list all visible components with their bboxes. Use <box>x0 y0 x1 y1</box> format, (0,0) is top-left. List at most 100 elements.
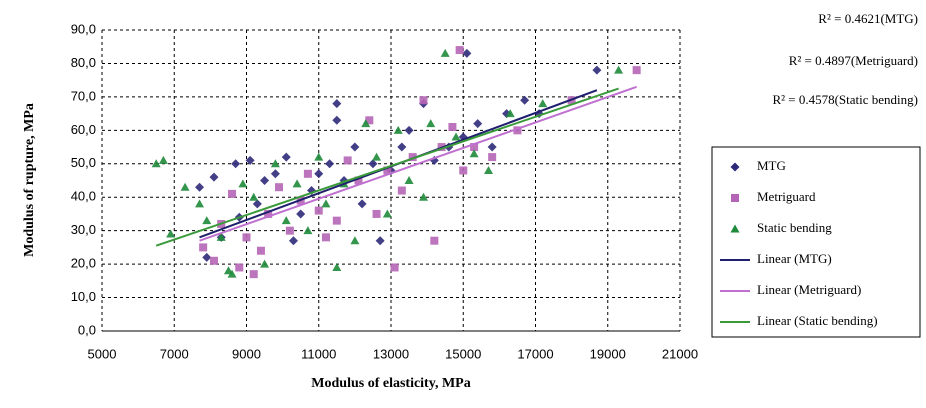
trend-line <box>199 85 637 242</box>
point <box>281 152 291 162</box>
legend-box <box>711 146 921 338</box>
point <box>292 179 302 188</box>
point <box>252 199 262 209</box>
point <box>288 236 298 246</box>
x-tick-label: 21000 <box>662 346 698 361</box>
point <box>393 125 403 134</box>
trend-line <box>155 87 619 247</box>
point <box>314 152 324 161</box>
point <box>325 159 335 169</box>
point <box>275 183 284 192</box>
point <box>350 236 360 245</box>
y-tick-label: 90,0 <box>71 21 96 36</box>
point <box>368 159 378 169</box>
point <box>372 209 381 218</box>
point <box>166 229 176 238</box>
point <box>354 176 363 185</box>
y-tick-label: 60,0 <box>71 122 96 137</box>
point <box>332 216 341 225</box>
point <box>202 252 212 262</box>
point <box>332 262 342 271</box>
point <box>264 209 273 218</box>
x-axis-title: Modulus of elasticity, MPa <box>311 376 470 391</box>
point <box>365 116 374 125</box>
point <box>469 149 479 158</box>
legend-swatch <box>730 162 740 172</box>
point <box>430 236 439 245</box>
point <box>321 233 330 242</box>
point <box>459 166 468 175</box>
point <box>209 256 218 265</box>
point <box>242 233 251 242</box>
y-tick-label: 80,0 <box>71 55 96 70</box>
point <box>419 96 428 105</box>
legend-swatch <box>731 194 739 202</box>
point <box>228 189 237 198</box>
point <box>484 165 494 174</box>
x-tick-label: 7000 <box>160 346 189 361</box>
point <box>404 176 414 184</box>
y-tick-label: 70,0 <box>71 88 96 103</box>
point <box>513 126 522 135</box>
point <box>256 246 265 255</box>
point <box>249 270 258 279</box>
point <box>209 172 219 182</box>
point <box>158 155 168 164</box>
annotation: R² = 0.4578(Static bending) <box>772 92 918 107</box>
point <box>505 109 515 118</box>
point <box>321 199 331 208</box>
point <box>235 263 244 272</box>
point <box>382 209 392 218</box>
legend-label: Metriguard <box>757 189 816 204</box>
annotation: R² = 0.4897(Metriguard) <box>789 53 918 68</box>
y-tick-label: 0,0 <box>78 322 96 337</box>
legend-label: Static bending <box>757 220 832 235</box>
point <box>451 132 461 141</box>
point <box>260 176 270 185</box>
y-tick-label: 20,0 <box>71 256 96 271</box>
point <box>296 209 306 219</box>
point <box>180 182 190 191</box>
point <box>343 156 352 165</box>
point <box>397 186 406 195</box>
point <box>202 216 212 225</box>
annotation: R² = 0.4621(MTG) <box>818 11 918 26</box>
point <box>520 95 530 105</box>
point <box>383 166 392 175</box>
point <box>462 48 472 58</box>
point <box>249 192 259 201</box>
point <box>632 66 641 75</box>
point <box>404 125 414 135</box>
legend-swatch <box>730 224 740 233</box>
point <box>350 142 360 152</box>
point <box>455 46 464 55</box>
x-tick-label: 19000 <box>590 346 626 361</box>
point <box>199 243 208 252</box>
point <box>231 159 241 169</box>
point <box>195 182 205 192</box>
point <box>470 143 479 152</box>
y-tick-label: 50,0 <box>71 155 96 170</box>
y-axis-title: Modulus of rupture, MPa <box>22 103 37 257</box>
x-tick-label: 9000 <box>232 346 261 361</box>
point <box>372 152 382 161</box>
legend-label: Linear (Static bending) <box>757 313 878 328</box>
point <box>419 192 429 201</box>
point <box>238 179 248 188</box>
legend-label: Linear (Metriguard) <box>757 282 861 297</box>
point <box>440 48 450 57</box>
point <box>538 99 548 108</box>
point <box>488 153 497 162</box>
point <box>448 122 457 131</box>
point <box>332 99 342 109</box>
point <box>270 169 280 179</box>
point <box>151 159 161 168</box>
point <box>426 119 436 128</box>
point <box>303 226 313 235</box>
y-tick-label: 30,0 <box>71 222 96 237</box>
point <box>408 153 417 162</box>
point <box>245 155 255 165</box>
point <box>375 236 385 246</box>
point <box>285 226 294 235</box>
